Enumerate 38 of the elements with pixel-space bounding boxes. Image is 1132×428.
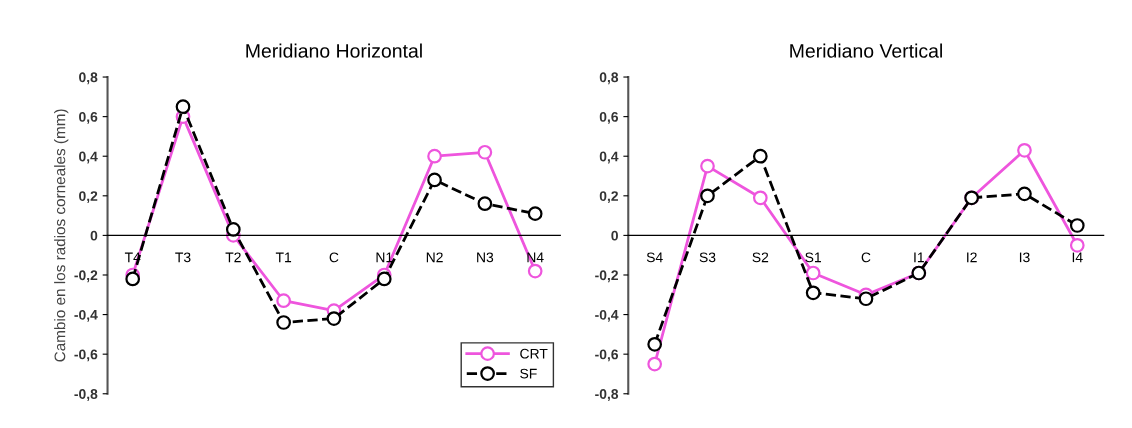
y-tick-label: 0,6	[599, 111, 619, 124]
y-tick-label: -0,8	[595, 389, 619, 401]
y-tick-label: 0,4	[79, 151, 98, 164]
y-tick-label: 0	[611, 230, 618, 241]
y-tick-label: -0,2	[595, 270, 618, 283]
y-tick-label: 0,2	[599, 191, 618, 203]
x-tick-label: I3	[1019, 252, 1030, 263]
x-tick-label: C	[329, 252, 339, 263]
y-tick-label: -0,6	[74, 349, 98, 362]
x-tick-label: I2	[967, 252, 977, 263]
x-tick-label: N3	[477, 252, 494, 263]
x-tick-label: T1	[275, 252, 292, 263]
legend-label: SF	[520, 368, 537, 379]
x-tick-label: I4	[1072, 252, 1083, 263]
y-tick-label: 0,8	[79, 72, 98, 85]
x-tick-label: N2	[426, 252, 443, 263]
legend-label: CRT	[520, 348, 548, 359]
x-tick-label: S2	[752, 252, 769, 263]
y-tick-label: -0,4	[595, 309, 619, 322]
x-tick-label: T3	[175, 252, 191, 263]
y-tick-label: 0	[90, 230, 98, 241]
y-tick-label: 0,4	[599, 151, 619, 164]
x-tick-label: I1	[914, 252, 924, 263]
y-tick-label: -0,6	[595, 349, 619, 362]
y-axis-title: Cambio en los radios corneales (mm)	[54, 109, 69, 362]
x-tick-label: C	[861, 252, 871, 263]
y-tick-label: 0,6	[79, 111, 98, 124]
y-tick-label: -0,4	[74, 309, 98, 322]
chart-title: Meridiano Horizontal	[246, 43, 422, 58]
y-tick-label: -0,8	[74, 389, 98, 401]
y-tick-label: -0,2	[74, 270, 98, 283]
x-tick-label: T2	[225, 252, 241, 263]
chart-title: Meridiano Vertical	[790, 43, 942, 58]
x-tick-label: S4	[646, 252, 663, 263]
x-tick-label: S3	[699, 252, 716, 263]
y-tick-label: 0,2	[79, 191, 98, 203]
x-tick-label: S1	[805, 252, 821, 263]
y-tick-label: 0,8	[599, 72, 619, 85]
